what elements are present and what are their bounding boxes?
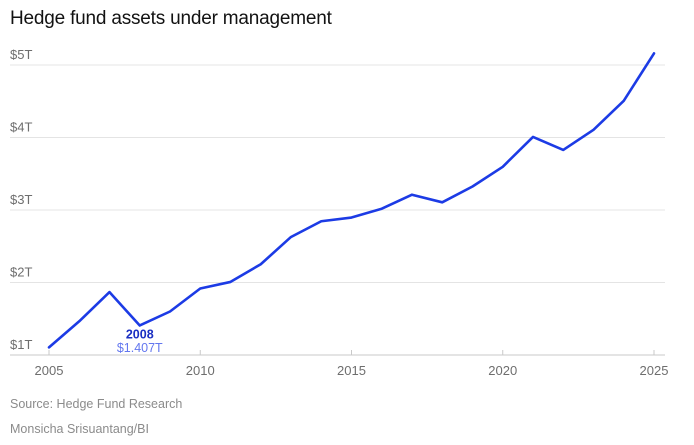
line-chart: $1T $2T $3T $4T $5T 2005 2010 2015 2020 2025 2008$… [10, 47, 669, 378]
x-axis-label: 2010 [186, 363, 215, 378]
credit-note: Monsicha Srisuantang/BI [10, 422, 149, 436]
y-axis-label: $3T [10, 192, 32, 207]
data-line [47, 52, 656, 349]
annotation-year: 2008 [126, 327, 154, 341]
x-axis-label: 2020 [488, 363, 517, 378]
source-note: Source: Hedge Fund Research [10, 397, 183, 411]
y-axis-label: $1T [10, 337, 32, 352]
annotation-value: $1.407T [117, 341, 163, 355]
x-axis-label: 2015 [337, 363, 366, 378]
x-axis-label: 2005 [35, 363, 64, 378]
chart-title: Hedge fund assets under management [10, 8, 332, 29]
y-axis-label: $4T [10, 120, 32, 135]
y-axis-label: $5T [10, 47, 32, 62]
x-axis-label: 2025 [640, 363, 669, 378]
y-axis-label: $2T [10, 265, 32, 280]
